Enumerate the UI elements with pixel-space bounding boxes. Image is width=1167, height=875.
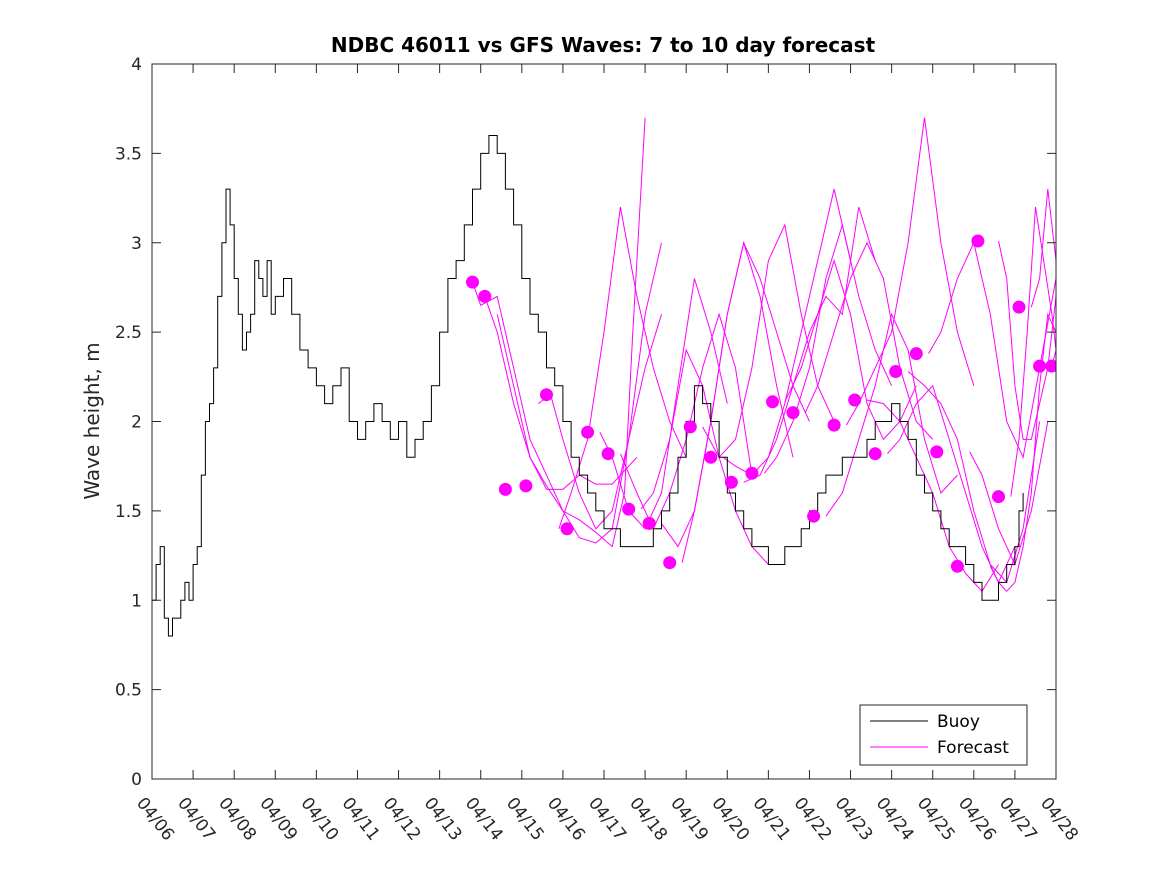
- legend-forecast-label: Forecast: [937, 738, 1009, 758]
- forecast-marker: [1012, 300, 1026, 314]
- chart-title: NDBC 46011 vs GFS Waves: 7 to 10 day for…: [331, 33, 876, 57]
- forecast-marker: [909, 347, 923, 361]
- forecast-marker: [766, 395, 779, 409]
- forecast-marker: [642, 516, 656, 530]
- legend-box: [859, 704, 1028, 766]
- forecast-marker: [560, 522, 574, 536]
- forecast-line-17: [825, 312, 958, 517]
- forecast-line-2: [484, 296, 638, 490]
- forecast-line-16: [804, 241, 934, 440]
- y-tick-label: 1: [131, 591, 142, 611]
- y-tick-label: 3: [131, 234, 142, 254]
- forecast-marker: [704, 450, 718, 464]
- forecast-marker: [807, 509, 821, 523]
- forecast-line-24: [989, 312, 1056, 593]
- forecast-line-12: [722, 188, 851, 476]
- forecast-line-10: [681, 241, 810, 563]
- y-tick-label: 0: [131, 770, 142, 790]
- forecast-marker: [466, 275, 479, 289]
- y-axis: 0 0.5 1 1.5 2 2.5 3 3.5 4: [115, 55, 1056, 790]
- forecast-marker: [971, 234, 985, 248]
- forecast-marker: [581, 425, 595, 439]
- forecast-marker: [724, 475, 738, 489]
- buoy-line: [152, 135, 1024, 637]
- forecast-marker: [889, 365, 903, 378]
- y-axis-label: Wave height, m: [80, 342, 104, 499]
- y-tick-label: 3.5: [115, 144, 142, 164]
- y-tick-label: 2: [131, 413, 142, 433]
- legend: Buoy Forecast: [859, 704, 1028, 766]
- forecast-marker: [930, 445, 944, 459]
- forecast-marker: [992, 490, 1005, 504]
- forecast-line-22: [928, 241, 1056, 459]
- forecast-marker: [519, 479, 533, 493]
- y-tick-label: 1.5: [115, 502, 142, 522]
- forecast-line-18: [845, 117, 975, 426]
- forecast-marker: [827, 418, 841, 432]
- forecast-marker: [478, 289, 492, 303]
- forecast-line-27: [1030, 189, 1056, 308]
- forecast-marker: [663, 556, 677, 570]
- forecast-marker: [745, 466, 759, 480]
- forecast-marker: [498, 482, 512, 496]
- forecast-marker: [786, 406, 800, 420]
- forecast-marker: [1033, 359, 1047, 373]
- y-tick-label: 0.5: [115, 681, 142, 701]
- y-tick-label: 2.5: [115, 323, 142, 343]
- forecast-marker: [950, 559, 964, 573]
- forecast-marker: [868, 447, 882, 461]
- forecast-line-13: [743, 206, 876, 483]
- forecast-line-11: [702, 223, 835, 459]
- forecast-marker: [540, 388, 553, 402]
- forecast-line-6: [599, 278, 728, 530]
- forecast-line-15: [784, 258, 917, 441]
- forecast-line-25: [998, 240, 1056, 440]
- forecast-line-20: [887, 384, 1016, 584]
- forecast-marker: [622, 502, 636, 516]
- forecast-marker: [683, 420, 697, 434]
- y-tick-label: 4: [131, 55, 142, 75]
- forecast-marker: [1045, 359, 1056, 373]
- series-layer: [152, 117, 1056, 637]
- legend-buoy-label: Buoy: [937, 712, 980, 732]
- forecast-marker: [848, 393, 862, 407]
- forecast-marker: [601, 447, 615, 461]
- forecast-line-4: [538, 242, 662, 530]
- forecast-line-26: [1010, 206, 1056, 497]
- forecast-line-3: [496, 314, 662, 544]
- forecast-line-5: [558, 206, 687, 529]
- forecast-line-14: [763, 222, 893, 474]
